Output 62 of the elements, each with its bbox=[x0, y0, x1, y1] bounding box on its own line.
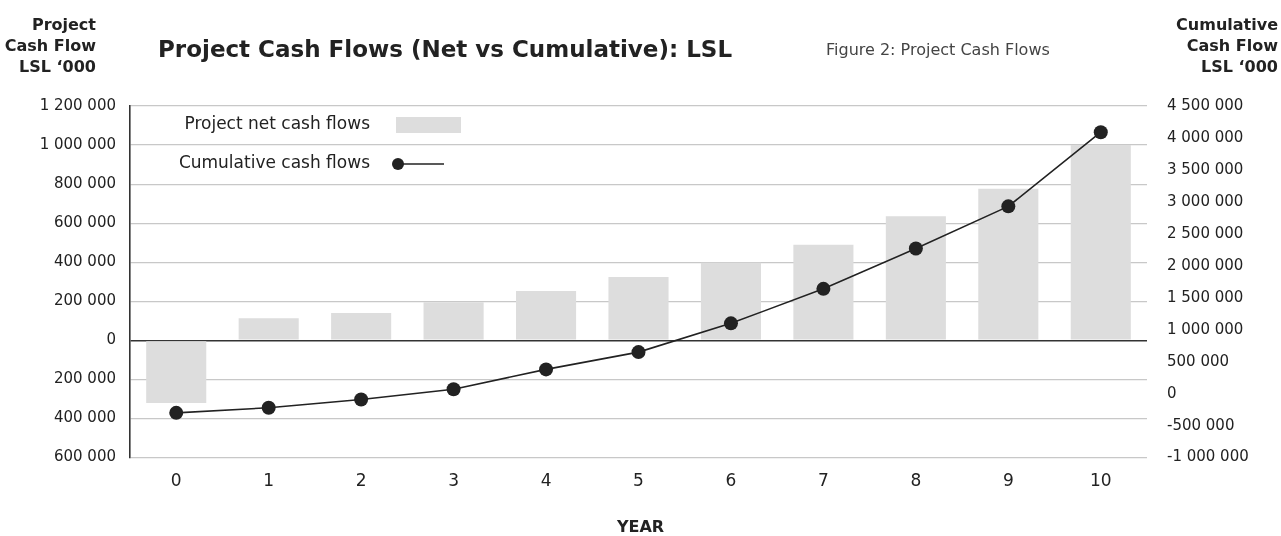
point bbox=[261, 400, 276, 415]
x-tick-label: 4 bbox=[540, 470, 552, 491]
point bbox=[631, 345, 646, 360]
y-tick-label: 1 000 000 bbox=[39, 134, 116, 153]
point bbox=[723, 316, 738, 331]
x-tick-label: 8 bbox=[910, 470, 922, 491]
y2-tick-label: 4 500 000 bbox=[1167, 95, 1244, 114]
point bbox=[1001, 199, 1016, 214]
y-tick-label: 800 000 bbox=[53, 174, 116, 193]
bar bbox=[146, 341, 207, 403]
chart-title: Project Cash Flows (Net vs Cumulative): LSL bbox=[158, 36, 733, 62]
y2-tick-label: 3 000 000 bbox=[1167, 191, 1244, 210]
x-tick-label: 10 bbox=[1089, 470, 1112, 491]
y-tick-label: 200 000 bbox=[53, 369, 116, 388]
y-tick-label: 600 000 bbox=[53, 447, 116, 466]
x-tick-label: 5 bbox=[633, 470, 644, 491]
bar bbox=[608, 276, 669, 340]
y2-tick-label: 2 000 000 bbox=[1167, 255, 1244, 274]
point bbox=[908, 241, 923, 256]
bar bbox=[793, 244, 854, 340]
y-tick-label: 400 000 bbox=[53, 252, 116, 271]
x-tick-label: 9 bbox=[1002, 470, 1014, 491]
x-tick-label: 6 bbox=[725, 470, 737, 491]
bar bbox=[331, 313, 392, 340]
legend-label: Cumulative cash flows bbox=[178, 152, 371, 173]
x-tick-label: 2 bbox=[355, 470, 367, 491]
y2-tick-label: 2 500 000 bbox=[1167, 223, 1244, 242]
y2-tick-label: 3 500 000 bbox=[1167, 159, 1244, 178]
point bbox=[1093, 125, 1108, 140]
bar bbox=[978, 188, 1039, 340]
bar bbox=[238, 318, 299, 340]
y2-tick-label: -500 000 bbox=[1167, 415, 1235, 434]
y-tick-label: 600 000 bbox=[53, 213, 116, 232]
legend-label: Project net cash flows bbox=[184, 113, 371, 134]
x-tick-label: 3 bbox=[448, 470, 459, 491]
point bbox=[169, 405, 184, 420]
x-tick-label: 1 bbox=[263, 470, 275, 491]
point bbox=[354, 392, 369, 407]
y2-axis-title: Cumulative Cash Flow LSL ‘000 bbox=[1175, 14, 1278, 77]
bar bbox=[885, 216, 946, 340]
y-tick-label: 1 200 000 bbox=[39, 95, 116, 114]
bar bbox=[423, 302, 484, 340]
point bbox=[446, 382, 461, 397]
chart-subtitle: Figure 2: Project Cash Flows bbox=[826, 40, 1050, 59]
y-axis-title: Project Cash Flow LSL ‘000 bbox=[3, 14, 96, 77]
y2-tick-label: 1 500 000 bbox=[1167, 287, 1244, 306]
point bbox=[539, 362, 554, 377]
bar bbox=[516, 290, 577, 340]
y-tick-label: 0 bbox=[106, 330, 116, 349]
y-tick-label: 200 000 bbox=[53, 291, 116, 310]
x-tick-label: 7 bbox=[818, 470, 829, 491]
bar bbox=[700, 262, 761, 340]
y2-tick-label: 4 000 000 bbox=[1167, 127, 1244, 146]
y2-tick-label: 1 000 000 bbox=[1167, 319, 1244, 338]
x-tick-label: 0 bbox=[170, 470, 182, 491]
x-axis-title: YEAR bbox=[615, 517, 666, 536]
bar bbox=[1070, 145, 1131, 340]
y2-tick-label: -1 000 000 bbox=[1167, 447, 1249, 466]
y2-tick-label: 500 000 bbox=[1167, 351, 1230, 370]
y-tick-label: 400 000 bbox=[53, 408, 116, 427]
y2-tick-label: 0 bbox=[1167, 383, 1177, 402]
point bbox=[816, 281, 831, 296]
